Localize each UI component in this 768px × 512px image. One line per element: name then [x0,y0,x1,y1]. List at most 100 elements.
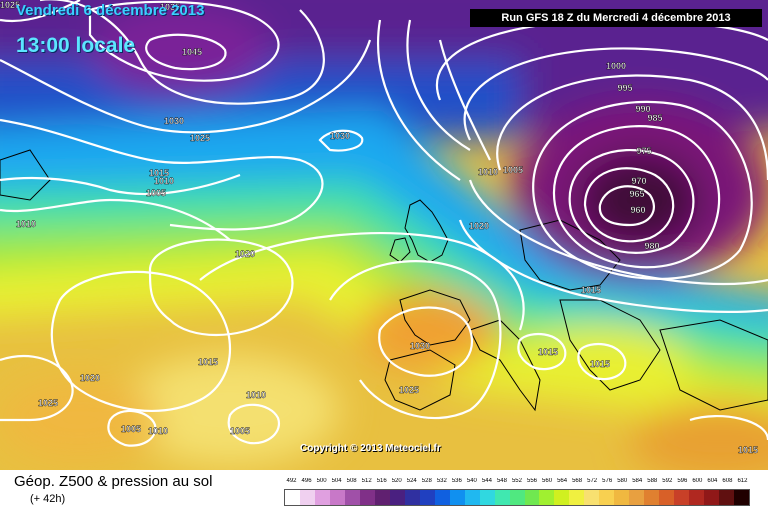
legend-label: 596 [677,478,688,484]
legend-labels: 492 496 500 504 508 512 516 520 524 528 532 536 540 5… [284,478,750,488]
legend-label: 568 [572,478,583,484]
legend-label: 612 [737,478,748,484]
legend-label: 560 [542,478,553,484]
isobar-label: 1005 [146,188,166,198]
legend-label: 576 [602,478,613,484]
legend-label: 548 [496,478,507,484]
isobar-label: 1015 [538,347,558,357]
legend-swatch [344,490,360,505]
legend-swatch [569,490,585,505]
isobar-label: 1015 [581,285,601,295]
legend-swatch [644,490,660,505]
legend-label: 556 [527,478,538,484]
weather-map: 1035 1045 1030 1025 1015 1010 1005 1010 1030 1020… [0,0,768,470]
legend-swatch [299,490,315,505]
isobar-label: 1045 [182,47,202,57]
legend-swatch [494,490,510,505]
isobar-labels: 1035104510301025101510101005101010301020… [0,0,758,455]
legend-label: 516 [376,478,387,484]
isobar-label: 985 [647,113,662,123]
isobar-label: 1015 [149,168,169,178]
legend-label: 564 [557,478,568,484]
legend-label: 508 [346,478,357,484]
isobar-label: 1015 [590,359,610,369]
isobar-label: 1010 [148,426,168,436]
isobar-label: 1025 [399,385,419,395]
isobar-label: 990 [635,104,650,114]
legend-label: 552 [511,478,522,484]
legend-label: 604 [707,478,718,484]
color-legend: 492 496 500 504 508 512 516 520 524 528 532 536 540 5… [284,478,750,508]
legend-swatch [359,490,375,505]
legend-swatches [284,489,750,506]
legend-label: 520 [391,478,402,484]
isobar-label: 1020 [80,373,100,383]
legend-swatch [524,490,540,505]
legend-swatch [479,490,495,505]
legend-swatch [614,490,630,505]
isobar-lines [0,0,768,447]
legend-label: 584 [632,478,643,484]
isobar-label: 1010 [154,176,174,186]
isobar-label: 965 [629,189,644,199]
isobar-label: 960 [630,205,645,215]
isobar-label: 1025 [0,0,20,10]
map-canvas: 1035104510301025101510101005101010301020… [0,0,768,470]
isobar-label: 1010 [246,390,266,400]
isobar-label: 1015 [198,357,218,367]
isobar-label: 1030 [410,341,430,351]
legend-label: 528 [421,478,432,484]
legend-swatch [629,490,645,505]
isobar-label: 1025 [38,398,58,408]
legend-swatch [554,490,570,505]
legend-label: 500 [316,478,327,484]
legend-swatch [659,490,675,505]
legend-label: 588 [647,478,658,484]
legend-label: 572 [587,478,598,484]
legend-label: 532 [436,478,447,484]
legend-label: 592 [662,478,673,484]
legend-swatch [285,490,300,505]
legend-swatch [404,490,420,505]
legend-swatch [584,490,600,505]
model-run-info: Run GFS 18 Z du Mercredi 4 décembre 2013 [470,9,762,27]
copyright-notice: Copyright © 2013 Meteociel.fr [300,443,441,454]
isobar-label: 1010 [478,167,498,177]
isobar-label: 1005 [230,426,250,436]
legend-label: 540 [466,478,477,484]
footer-bar: Géop. Z500 & pression au sol (+ 42h) 492… [0,470,768,512]
forecast-time: 13:00 locale [16,34,136,57]
isobar-label: 1000 [606,61,626,71]
isobar-label: 1030 [164,116,184,126]
legend-swatch [434,490,450,505]
isobar-label: 1010 [16,219,36,229]
isobar-label: 1020 [469,221,489,231]
legend-swatch [419,490,435,505]
isobar-label: 980 [644,241,659,251]
legend-swatch [704,490,720,505]
legend-label: 600 [692,478,703,484]
forecast-range: (+ 42h) [30,493,66,505]
geopotential-field [0,0,768,470]
legend-swatch [329,490,345,505]
legend-swatch [449,490,465,505]
isobar-label: 970 [631,176,646,186]
legend-swatch [599,490,615,505]
coastlines [0,149,768,412]
legend-swatch [689,490,705,505]
legend-swatch [374,490,390,505]
isobar-label: 1030 [330,131,350,141]
isobar-label: 1025 [190,133,210,143]
legend-label: 496 [301,478,312,484]
isobar-label: 975 [636,146,651,156]
legend-label: 504 [331,478,342,484]
isobar-label: 1005 [121,424,141,434]
isobar-label: 1015 [738,445,758,455]
legend-swatch [389,490,405,505]
legend-swatch [509,490,525,505]
isobar-label: 1035 [160,2,180,12]
legend-swatch [719,490,735,505]
legend-label: 492 [286,478,297,484]
legend-label: 536 [451,478,462,484]
legend-label: 512 [361,478,372,484]
